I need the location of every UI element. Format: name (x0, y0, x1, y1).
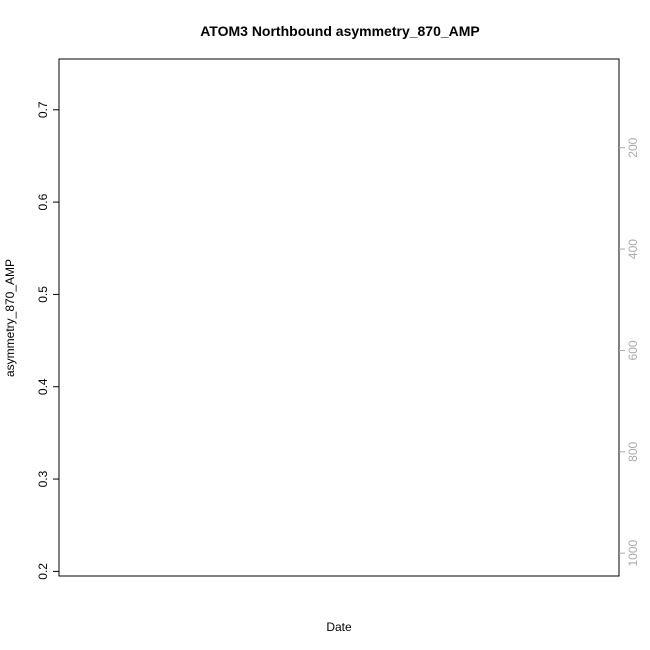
y-tick-label: 0.2 (36, 563, 50, 580)
y-tick-label: 0.4 (36, 378, 50, 395)
y-axis-right: 200 400 600 800 1000 (619, 137, 640, 567)
y-axis-left: 0.2 0.3 0.4 0.5 0.6 0.7 (36, 101, 59, 580)
y-tick-label: 0.6 (36, 193, 50, 210)
y-tick-label: 0.7 (36, 101, 50, 118)
right-tick-label: 600 (626, 340, 640, 360)
y-axis-label: asymmetry_870_AMP (3, 259, 17, 377)
right-tick-label: 400 (626, 239, 640, 259)
right-tick-label: 800 (626, 441, 640, 461)
chart-title: ATOM3 Northbound asymmetry_870_AMP (200, 23, 480, 39)
right-tick-label: 1000 (626, 540, 640, 567)
y-tick-label: 0.3 (36, 470, 50, 487)
right-tick-label: 200 (626, 137, 640, 157)
plot-area-frame (58, 58, 620, 577)
x-axis-label: Date (326, 620, 352, 634)
y-tick-label: 0.5 (36, 286, 50, 303)
